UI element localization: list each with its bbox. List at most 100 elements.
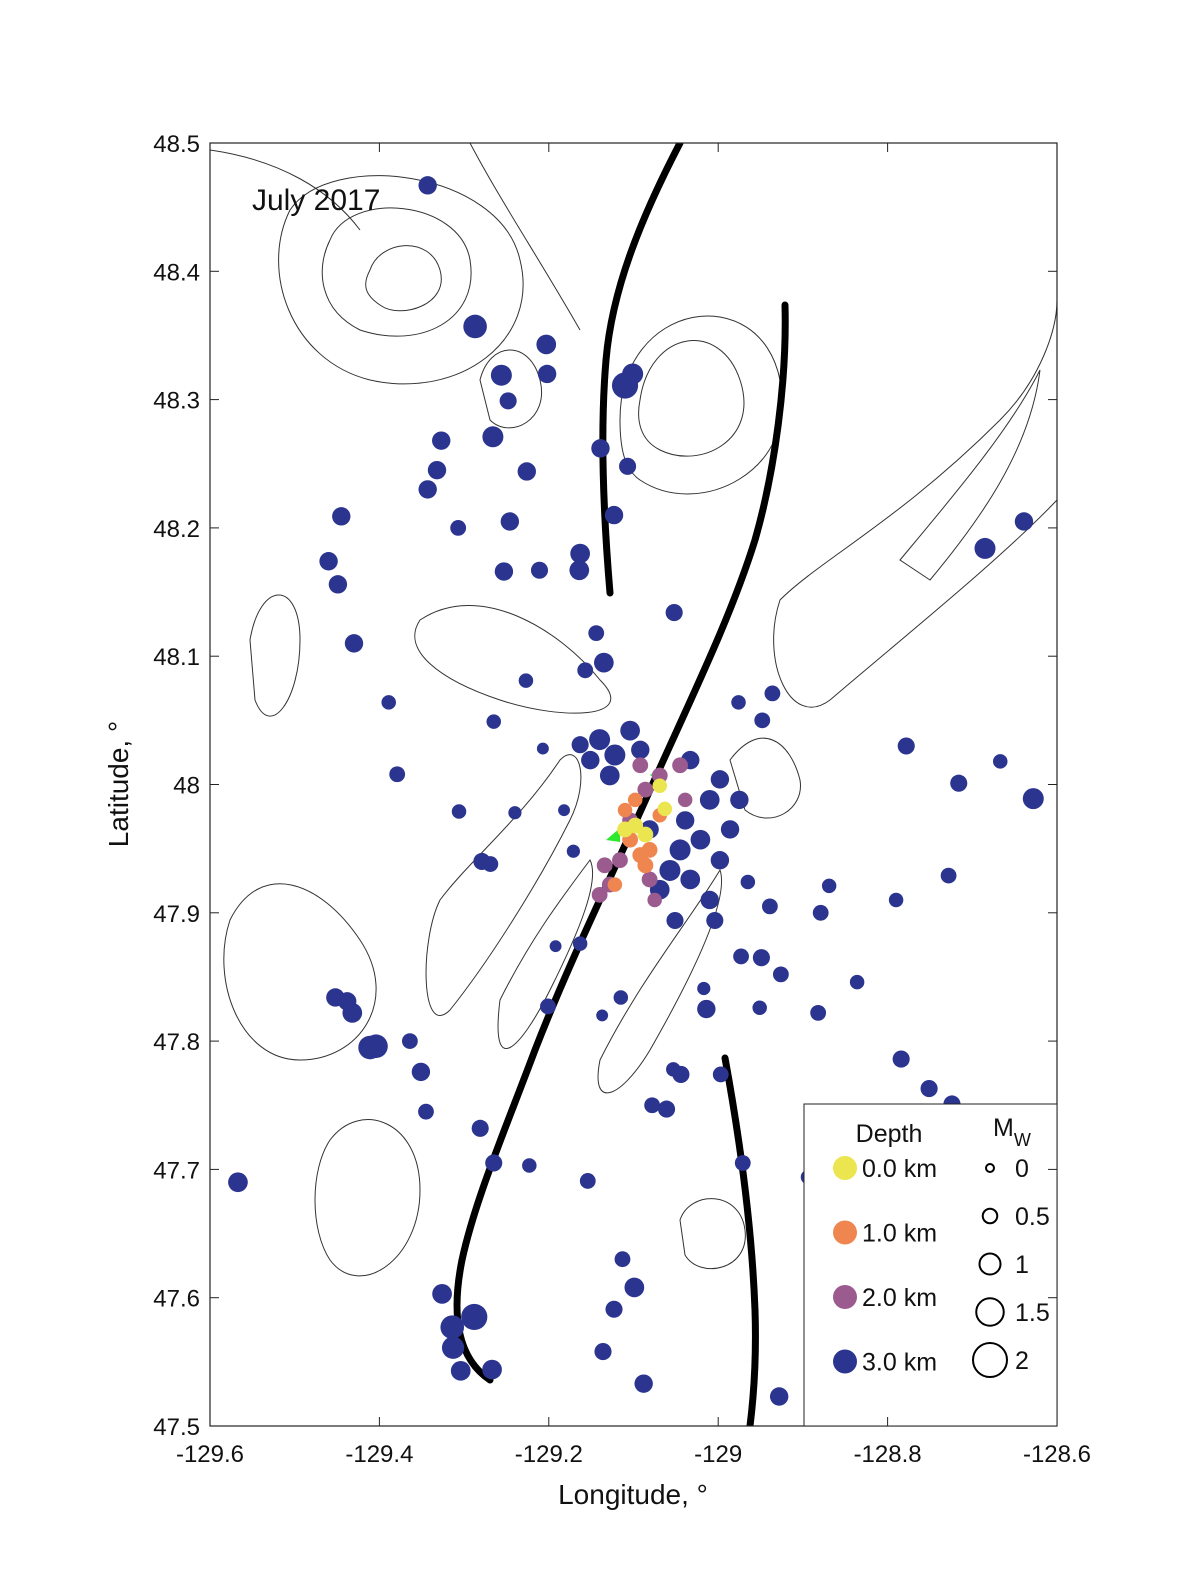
event-point: [620, 720, 640, 741]
event-point: [940, 867, 957, 884]
size-legend-label: 0: [1015, 1155, 1029, 1183]
event-point: [950, 774, 968, 792]
event-point: [482, 856, 499, 872]
event-point: [536, 334, 557, 355]
event-point: [613, 990, 629, 1005]
event-point: [605, 1300, 623, 1318]
size-legend-circle: [972, 1342, 1008, 1378]
event-point: [418, 1103, 434, 1120]
event-point: [450, 1360, 471, 1381]
event-point: [607, 877, 623, 892]
event-point: [381, 695, 396, 710]
event-point: [669, 839, 691, 861]
legend-swatch: [833, 1285, 857, 1309]
size-legend-title-sub: W: [1014, 1130, 1031, 1150]
event-point: [675, 811, 695, 830]
y-tick-label: 48.3: [153, 388, 200, 415]
event-point: [754, 712, 771, 729]
event-point: [588, 625, 605, 642]
event-point: [849, 974, 865, 990]
contour: [278, 175, 524, 385]
event-point: [572, 936, 588, 951]
legend-label: 0.0 km: [862, 1155, 937, 1183]
legend-title: Depth: [856, 1120, 923, 1148]
size-legend-label: 2: [1015, 1347, 1029, 1375]
event-point: [328, 575, 348, 594]
y-tick-label: 48: [173, 773, 200, 800]
event-point: [632, 757, 649, 774]
contour: [223, 883, 377, 1061]
legend-label: 2.0 km: [862, 1284, 937, 1312]
contour: [899, 369, 1041, 581]
event-point: [594, 1343, 612, 1361]
event-point: [319, 552, 338, 571]
event-point: [706, 911, 724, 930]
event-point: [441, 1336, 465, 1359]
contour: [679, 1198, 746, 1270]
event-point: [712, 1066, 729, 1083]
size-legend-circle: [981, 1207, 999, 1225]
event-point: [619, 457, 637, 475]
event-point: [418, 480, 437, 499]
event-point: [228, 1172, 248, 1193]
event-point: [549, 940, 562, 953]
event-point: [617, 802, 633, 818]
event-point: [604, 505, 624, 525]
event-point: [657, 1100, 676, 1118]
y-tick-label: 48.2: [153, 516, 200, 543]
event-point: [627, 792, 643, 808]
legend-swatch: [833, 1156, 857, 1180]
x-tick-label: -129.2: [515, 1441, 583, 1468]
event-point: [612, 852, 628, 869]
event-point: [647, 892, 662, 908]
points: [228, 176, 1044, 1406]
event-point: [752, 1000, 767, 1015]
event-point: [812, 904, 829, 921]
event-point: [427, 460, 447, 480]
y-tick-label: 48.4: [153, 259, 200, 286]
event-point: [657, 801, 673, 817]
event-point: [499, 392, 517, 410]
ridge-axis: [721, 1054, 759, 1426]
legend-swatch: [833, 1349, 857, 1374]
event-point: [589, 729, 611, 751]
contour: [365, 245, 442, 312]
event-point: [432, 431, 451, 450]
event-point: [1014, 512, 1034, 531]
event-point: [581, 750, 600, 770]
event-point: [652, 778, 668, 794]
contour: [729, 737, 801, 819]
event-point: [508, 806, 522, 820]
size-legend-label: 0.5: [1015, 1203, 1050, 1231]
event-point: [344, 634, 364, 653]
event-point: [482, 426, 504, 448]
event-point: [697, 999, 716, 1019]
event-point: [599, 765, 620, 786]
event-point: [569, 560, 590, 581]
event-point: [617, 821, 633, 838]
event-point: [637, 857, 654, 874]
contour: [210, 143, 581, 331]
event-point: [920, 1080, 938, 1098]
y-tick-label: 48.1: [153, 644, 200, 671]
event-point: [892, 1050, 910, 1068]
event-point: [440, 1315, 465, 1340]
event-point: [666, 911, 684, 930]
event-point: [418, 176, 437, 195]
event-point: [461, 1303, 488, 1331]
x-tick-label: -128.8: [854, 1441, 922, 1468]
contour: [314, 1119, 421, 1277]
size-legend-label: 1.5: [1015, 1299, 1050, 1327]
event-point: [810, 1004, 827, 1021]
x-tick-label: -129.4: [345, 1441, 413, 1468]
x-tick-label: -129.6: [176, 1441, 244, 1468]
event-point: [490, 364, 512, 386]
event-point: [604, 744, 626, 766]
event-point: [700, 890, 719, 910]
event-point: [697, 981, 711, 996]
event-point: [772, 966, 789, 983]
size-legend-circle: [975, 1297, 1005, 1327]
event-point: [641, 842, 658, 858]
event-point: [730, 790, 749, 810]
event-point: [517, 462, 536, 481]
